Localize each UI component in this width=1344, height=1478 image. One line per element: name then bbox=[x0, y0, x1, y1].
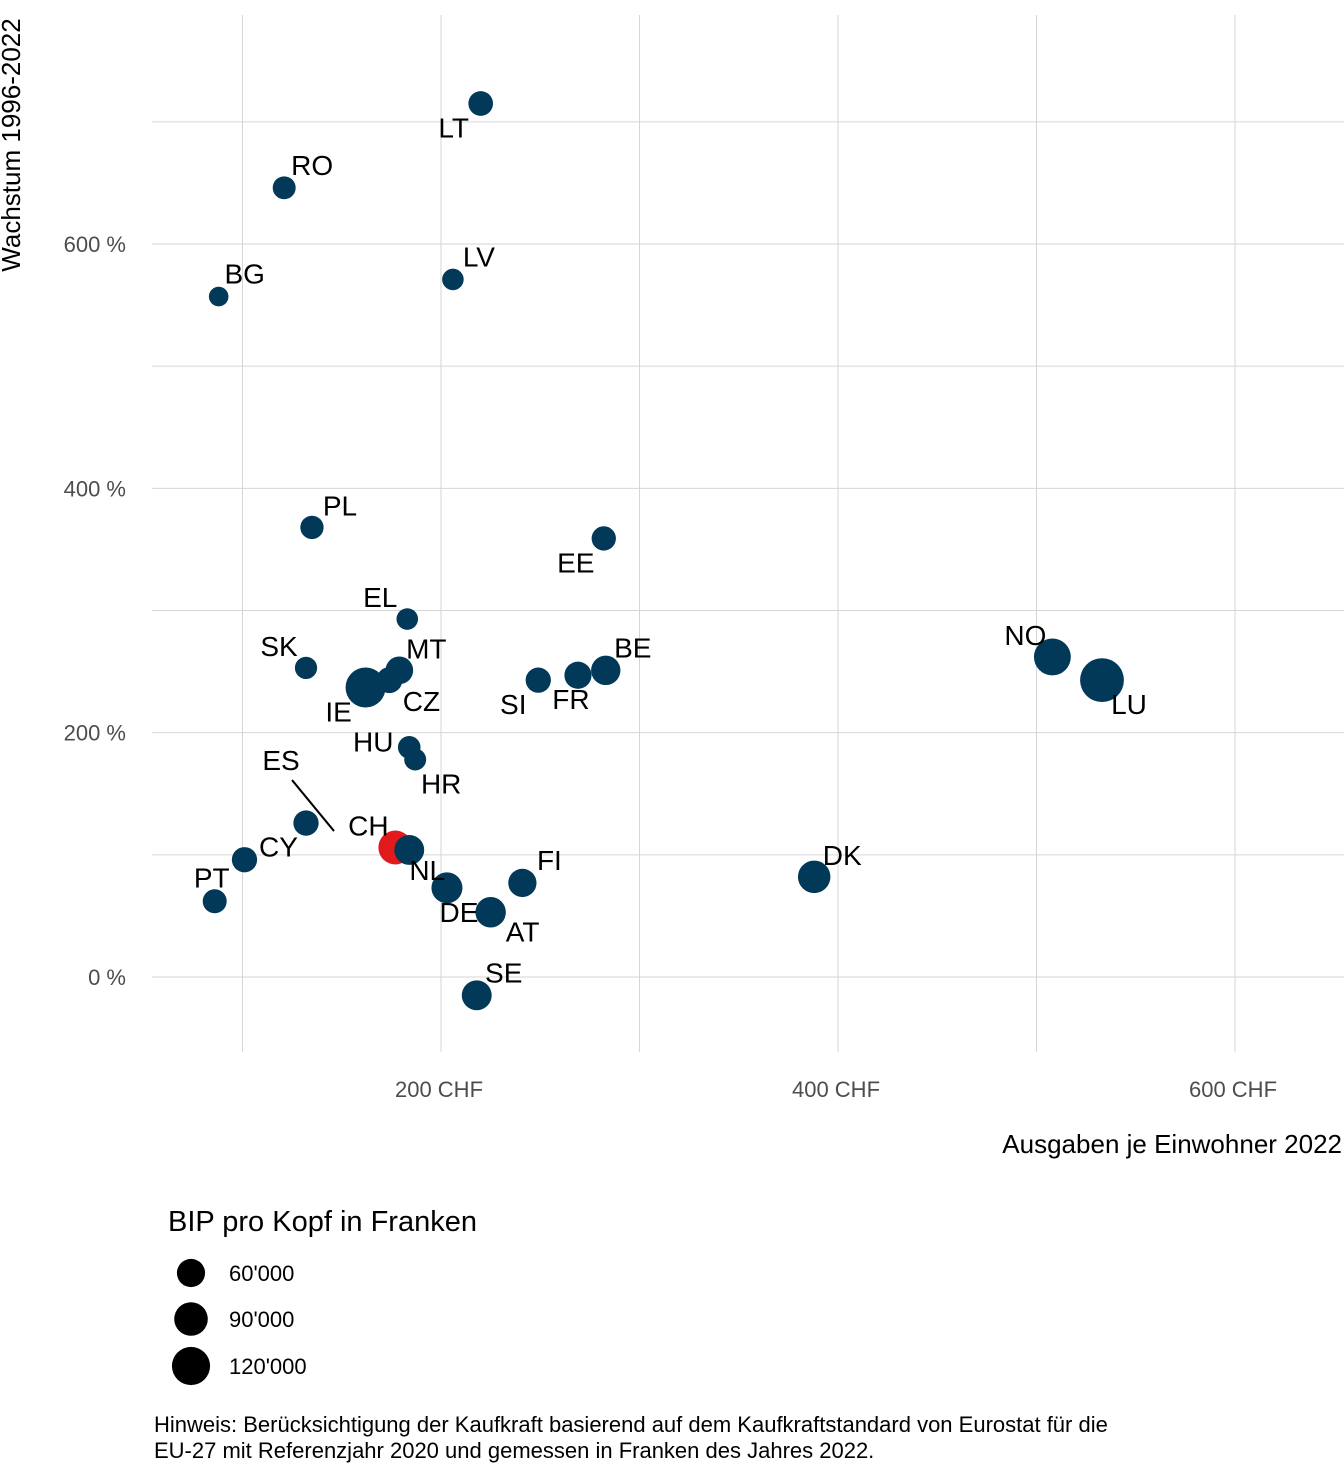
label-cy: CY bbox=[259, 832, 298, 863]
label-ch: CH bbox=[348, 811, 388, 842]
point-lu bbox=[1080, 658, 1124, 703]
legend-label: 120'000 bbox=[229, 1354, 307, 1379]
point-no bbox=[1033, 638, 1071, 676]
legend-circle bbox=[174, 1302, 208, 1336]
label-el: EL bbox=[363, 582, 397, 613]
point-hr bbox=[404, 748, 427, 771]
label-de: DE bbox=[440, 897, 479, 928]
legend-title: BIP pro Kopf in Franken bbox=[168, 1206, 477, 1238]
label-es: ES bbox=[262, 745, 299, 776]
x-axis-title: Ausgaben je Einwohner 2022 bbox=[1002, 1129, 1342, 1159]
legend-circle bbox=[176, 1258, 206, 1288]
x-tick-label: 200 CHF bbox=[395, 1077, 483, 1102]
point-ie bbox=[345, 667, 386, 708]
label-lu: LU bbox=[1111, 689, 1147, 720]
point-ro bbox=[272, 176, 296, 200]
point-pt bbox=[202, 889, 227, 914]
legend-circle bbox=[171, 1346, 211, 1386]
label-lv: LV bbox=[463, 241, 495, 272]
point-lt bbox=[468, 91, 494, 116]
label-ee: EE bbox=[557, 547, 594, 578]
x-tick-label: 400 CHF bbox=[792, 1077, 880, 1102]
label-be: BE bbox=[614, 632, 651, 663]
grid-lines bbox=[152, 15, 1344, 1052]
y-axis-title: Wachstum 1996-2022 bbox=[0, 18, 26, 271]
label-dk: DK bbox=[823, 840, 862, 871]
label-connectors bbox=[291, 779, 335, 832]
connector-es bbox=[291, 779, 335, 832]
x-axis-ticks: 200 CHF 400 CHF 600 CHF bbox=[395, 1077, 1277, 1102]
y-axis-ticks: 0 % 200 % 400 % 600 % bbox=[64, 232, 126, 990]
label-no: NO bbox=[1004, 620, 1046, 651]
label-fr: FR bbox=[552, 684, 589, 715]
size-legend: BIP pro Kopf in Franken 60'000 90'000 120'… bbox=[168, 1206, 477, 1386]
label-lt: LT bbox=[438, 113, 469, 144]
y-tick-label: 0 % bbox=[88, 965, 126, 990]
label-bg: BG bbox=[224, 259, 264, 290]
label-pl: PL bbox=[323, 490, 357, 521]
point-labels: LT RO LV BG PL EE EL SK MT CZ IE SI FR BE NO LU HU HR ES CH… bbox=[194, 113, 1147, 989]
point-es bbox=[293, 810, 319, 836]
label-mt: MT bbox=[406, 633, 446, 664]
point-fi bbox=[508, 868, 537, 898]
x-tick-label: 600 CHF bbox=[1189, 1077, 1277, 1102]
point-ee bbox=[591, 526, 616, 551]
y-tick-label: 400 % bbox=[64, 476, 126, 501]
label-cz: CZ bbox=[403, 686, 440, 717]
label-ie: IE bbox=[325, 696, 351, 727]
point-el bbox=[396, 608, 419, 630]
point-nl bbox=[394, 834, 425, 865]
label-hu: HU bbox=[353, 726, 393, 757]
footnote: Hinweis: Berücksichtigung der Kaufkraft … bbox=[154, 1412, 1304, 1464]
y-tick-label: 600 % bbox=[64, 232, 126, 257]
point-si bbox=[525, 667, 551, 693]
legend-label: 60'000 bbox=[229, 1261, 294, 1286]
label-si: SI bbox=[500, 689, 526, 720]
label-nl: NL bbox=[409, 855, 445, 886]
point-bg bbox=[208, 286, 229, 307]
point-de bbox=[431, 872, 463, 904]
label-sk: SK bbox=[260, 631, 298, 662]
point-fr bbox=[564, 661, 592, 689]
point-dk bbox=[797, 860, 831, 894]
y-tick-label: 200 % bbox=[64, 721, 126, 746]
point-se bbox=[461, 980, 492, 1011]
point-sk bbox=[294, 656, 318, 680]
label-fi: FI bbox=[537, 845, 562, 876]
point-cy bbox=[231, 847, 258, 873]
point-at bbox=[475, 897, 506, 928]
footnote-line-1: Hinweis: Berücksichtigung der Kaufkraft … bbox=[154, 1412, 1108, 1437]
scatter-chart: 0 % 200 % 400 % 600 % 200 CHF 400 CHF 600 CHF… bbox=[0, 15, 1344, 1386]
label-at: AT bbox=[506, 916, 540, 947]
label-se: SE bbox=[485, 957, 522, 988]
label-ro: RO bbox=[291, 150, 333, 181]
point-lv bbox=[442, 268, 464, 291]
label-pt: PT bbox=[194, 862, 230, 893]
data-points bbox=[202, 91, 1124, 1011]
point-be bbox=[591, 655, 621, 686]
label-hr: HR bbox=[421, 769, 461, 800]
point-pl bbox=[300, 515, 324, 540]
footnote-line-2: EU-27 mit Referenzjahr 2020 und gemessen… bbox=[154, 1438, 875, 1463]
legend-label: 90'000 bbox=[229, 1307, 294, 1332]
